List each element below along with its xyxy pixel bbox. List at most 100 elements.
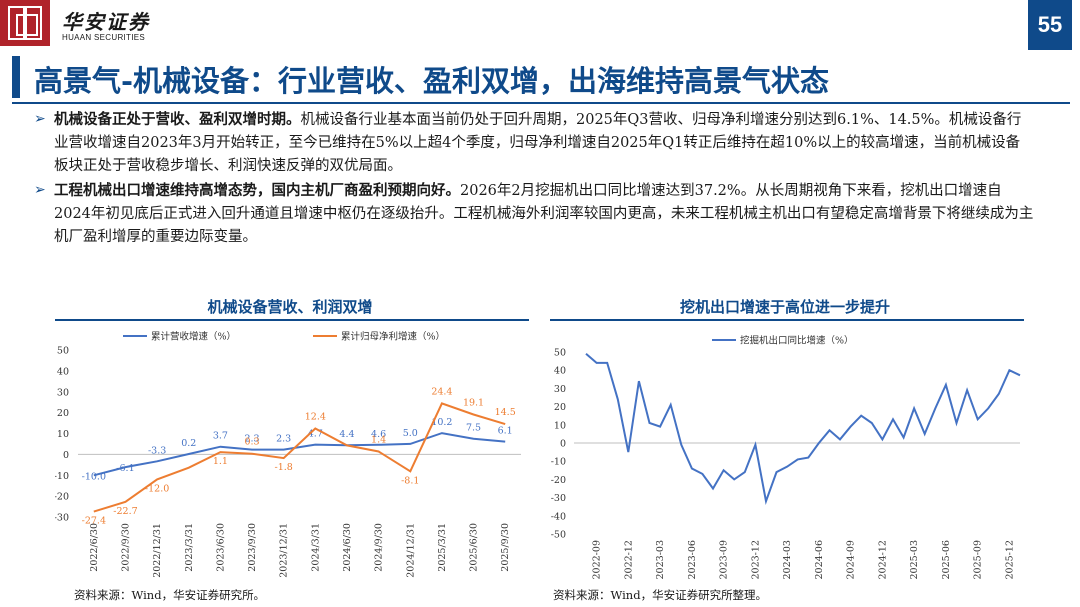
y-tick-label: 10: [554, 420, 566, 431]
right-chart: -50 -40 -30 -20 -10 0 10 20 30 40 50 2022-09 2022-12…: [551, 335, 1021, 579]
data-label: 5.0: [403, 428, 418, 439]
data-label: 24.4: [431, 386, 452, 397]
data-label: 6.1: [498, 426, 513, 437]
data-label: -1.8: [275, 462, 293, 473]
y-tick-label: 30: [554, 384, 566, 395]
brand-name-cn: 华安证券: [62, 10, 150, 34]
y-tick-label: -50: [551, 530, 566, 541]
data-label: 3.7: [213, 431, 228, 442]
x-tick-label: 2024/3/31: [310, 523, 321, 572]
data-label: 1.1: [213, 456, 228, 467]
y-tick-label: 10: [57, 429, 69, 440]
y-tick-label: -30: [55, 513, 69, 524]
y-tick-label: 40: [57, 366, 69, 377]
legend-label: 挖掘机出口同比增速（%）: [740, 335, 854, 347]
x-tick-label: 2023/3/31: [184, 523, 195, 572]
x-tick-label: 2025/3/31: [437, 523, 448, 572]
x-tick-label: 2023/6/30: [215, 523, 226, 572]
left-source-note: 资料来源：Wind，华安证券研究所。: [74, 588, 266, 602]
brand-name-en: HUAAN SECURITIES: [62, 33, 146, 42]
x-tick-label: 2023/12/31: [279, 523, 290, 578]
data-label: -22.7: [113, 506, 137, 517]
x-tick-label: 2024/6/30: [342, 523, 353, 572]
legend-label: 累计归母净利增速（%）: [341, 331, 445, 343]
left-chart: -30 -20 -10 0 10 20 30 40 50 2022/6/30 2022/9/30 20…: [55, 331, 521, 578]
legend-label: 累计营收增速（%）: [151, 331, 236, 343]
x-tick-label: 2023-03: [655, 540, 666, 579]
data-label: 0.3: [244, 437, 259, 448]
data-label: 2.3: [276, 434, 291, 445]
revenue-growth-line: [93, 432, 506, 477]
data-label: 14.5: [495, 407, 516, 418]
x-tick-label: 2023-12: [750, 540, 761, 579]
data-label: 4.6: [371, 429, 386, 440]
y-tick-label: -10: [551, 457, 566, 468]
right-chart-title: 挖机出口增速于高位进一步提升: [679, 298, 890, 316]
x-tick-label: 2022/9/30: [120, 523, 131, 572]
data-label: -8.1: [401, 475, 419, 486]
x-tick-label: 2025-03: [909, 540, 920, 579]
y-tick-label: -30: [551, 493, 566, 504]
x-tick-label: 2022/12/31: [152, 523, 163, 578]
y-tick-label: 20: [57, 408, 69, 419]
x-tick-label: 2024-03: [782, 540, 793, 579]
bullet-1-heading: 机械设备正处于营收、盈利双增时期。: [54, 111, 301, 128]
data-label: 7.5: [466, 423, 481, 434]
bullet-paragraph-2: ➢ 工程机械出口增速维持高增态势，国内主机厂商盈利预期向好。2026年2月挖掘机…: [34, 179, 1034, 249]
data-label: 4.4: [339, 429, 354, 440]
profit-growth-line: [93, 402, 506, 513]
title-accent-bar: [12, 56, 20, 98]
x-tick-label: 2024-12: [877, 540, 888, 579]
title-underline: [12, 102, 1070, 104]
x-tick-label: 2025/6/30: [469, 523, 480, 572]
y-tick-label: -20: [55, 492, 69, 503]
data-label: 0.2: [181, 438, 196, 449]
x-tick-label: 2024-09: [846, 540, 857, 579]
x-tick-label: 2025-09: [973, 540, 984, 579]
y-tick-label: 20: [554, 402, 566, 413]
y-tick-label: -10: [55, 471, 69, 482]
left-chart-rule: [55, 319, 529, 321]
y-tick-label: -20: [551, 475, 566, 486]
x-tick-label: 2022-12: [623, 540, 634, 579]
data-label: -12.0: [145, 483, 169, 494]
y-tick-label: -40: [551, 511, 566, 522]
y-tick-label: 50: [57, 346, 69, 357]
data-label: -6.1: [116, 463, 134, 474]
bullet-arrow-icon: ➢: [34, 182, 46, 198]
bullet-paragraph-1: ➢ 机械设备正处于营收、盈利双增时期。机械设备行业基本面当前仍处于回升周期，20…: [34, 108, 1034, 178]
x-tick-label: 2025/9/30: [500, 523, 511, 572]
x-tick-label: 2024-06: [814, 540, 825, 579]
x-tick-label: 2022-09: [592, 540, 603, 579]
y-tick-label: 40: [554, 366, 566, 377]
x-tick-label: 2023/9/30: [247, 523, 258, 572]
logo-mark-icon: [8, 6, 42, 40]
bullet-1-body: 机械设备行业基本面当前仍处于回升周期，2025年Q3营收、归母净利增速分别达到6…: [54, 112, 1022, 174]
x-tick-label: 2023-06: [687, 540, 698, 579]
data-label: 1.4: [371, 434, 386, 445]
data-label: 12.4: [305, 411, 326, 422]
data-label: -10.0: [82, 471, 106, 482]
data-label: 10.2: [431, 417, 452, 428]
x-tick-label: 2022/6/30: [89, 523, 100, 572]
x-tick-label: 2024/9/30: [374, 523, 385, 572]
bullet-2-heading: 工程机械出口增速维持高增态势，国内主机厂商盈利预期向好。: [54, 182, 460, 199]
page-number: 55: [1028, 0, 1072, 50]
x-tick-label: 2025-12: [1004, 540, 1015, 579]
bullet-arrow-icon: ➢: [34, 111, 46, 127]
y-tick-label: 0: [560, 439, 566, 450]
data-label: 19.1: [463, 398, 484, 409]
right-chart-rule: [550, 319, 1024, 321]
right-source-note: 资料来源：Wind，华安证券研究所整理。: [553, 588, 768, 602]
brand-logo: [0, 0, 50, 46]
x-tick-label: 2025-06: [941, 540, 952, 579]
x-tick-label: 2023-09: [719, 540, 730, 579]
y-tick-label: 30: [57, 387, 69, 398]
page-title: 高景气-机械设备：行业营收、盈利双增，出海维持高景气状态: [34, 64, 830, 98]
left-chart-title: 机械设备营收、利润双增: [207, 298, 373, 316]
x-tick-label: 2024/12/31: [405, 523, 416, 578]
y-tick-label: 50: [554, 348, 566, 359]
data-label: -27.4: [82, 516, 106, 527]
data-label: 2.3: [244, 434, 259, 445]
y-tick-label: 0: [63, 450, 69, 461]
